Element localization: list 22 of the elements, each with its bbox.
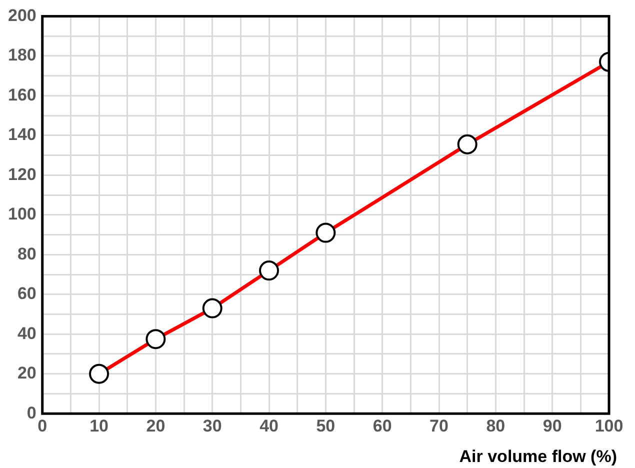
y-tick-label: 180 bbox=[8, 46, 36, 65]
x-tick-label: 100 bbox=[594, 416, 624, 436]
y-tick-label: 200 bbox=[8, 6, 36, 25]
y-tick-label: 80 bbox=[17, 244, 36, 264]
x-tick-label: 90 bbox=[542, 416, 562, 436]
x-tick-label: 60 bbox=[372, 416, 392, 436]
x-tick-label: 50 bbox=[316, 416, 336, 436]
y-tick-label: 120 bbox=[8, 164, 36, 184]
x-tick-label: 40 bbox=[260, 416, 278, 436]
x-tick-label: 30 bbox=[202, 416, 222, 436]
y-tick-label: 0 bbox=[26, 403, 36, 422]
x-tick-label: 70 bbox=[430, 416, 448, 436]
y-tick-label: 160 bbox=[8, 85, 36, 104]
x-axis-title: Air volume flow (%) bbox=[459, 447, 617, 466]
x-tick-label: 20 bbox=[146, 416, 166, 436]
y-tick-label: 40 bbox=[17, 324, 36, 343]
y-tick-label: 20 bbox=[17, 364, 36, 383]
y-tick-label: 100 bbox=[8, 204, 36, 224]
y-tick-label: 60 bbox=[17, 284, 36, 304]
x-tick-label: 10 bbox=[90, 416, 108, 436]
x-tick-label: 80 bbox=[486, 416, 506, 436]
y-tick-label: 140 bbox=[8, 125, 36, 144]
